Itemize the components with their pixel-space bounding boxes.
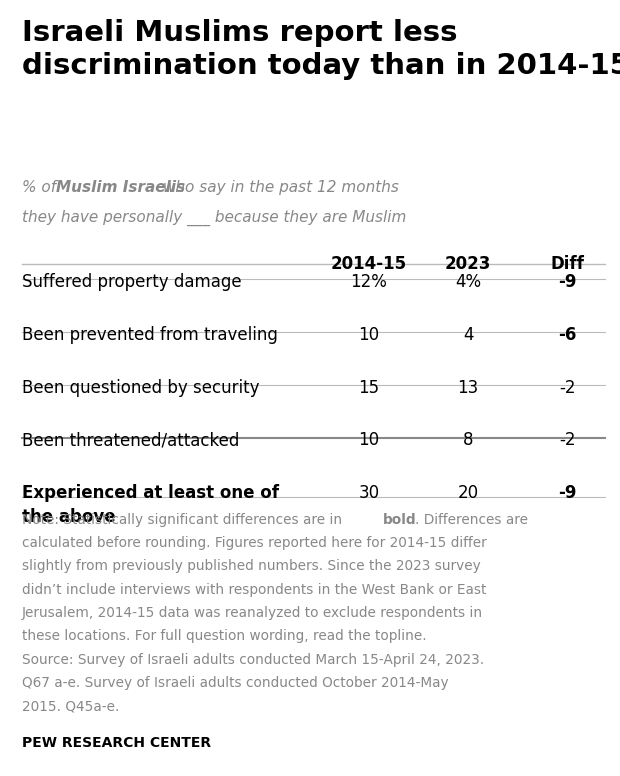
Text: Suffered property damage: Suffered property damage: [22, 273, 241, 291]
Text: 20: 20: [458, 484, 479, 502]
Text: 30: 30: [358, 484, 379, 502]
Text: 15: 15: [358, 379, 379, 397]
Text: Source: Survey of Israeli adults conducted March 15-April 24, 2023.: Source: Survey of Israeli adults conduct…: [22, 653, 484, 667]
Text: they have personally ___ because they are Muslim: they have personally ___ because they ar…: [22, 210, 406, 226]
Text: calculated before rounding. Figures reported here for 2014-15 differ: calculated before rounding. Figures repo…: [22, 536, 487, 550]
Text: -9: -9: [558, 484, 577, 502]
Text: 12%: 12%: [350, 273, 388, 291]
Text: Experienced at least one of: Experienced at least one of: [22, 484, 279, 502]
Text: bold: bold: [383, 513, 416, 527]
Text: % of: % of: [22, 180, 61, 195]
Text: the above: the above: [22, 508, 115, 525]
Text: Note: Statistically significant differences are in: Note: Statistically significant differen…: [22, 513, 346, 527]
Text: PEW RESEARCH CENTER: PEW RESEARCH CENTER: [22, 736, 211, 750]
Text: 8: 8: [463, 431, 473, 449]
Text: Diff: Diff: [551, 255, 584, 272]
Text: Israeli Muslims report less
discrimination today than in 2014-15: Israeli Muslims report less discriminati…: [22, 19, 620, 80]
Text: 4%: 4%: [455, 273, 481, 291]
Text: -6: -6: [558, 326, 577, 344]
Text: -9: -9: [558, 273, 577, 291]
Text: 10: 10: [358, 431, 379, 449]
Text: 2023: 2023: [445, 255, 491, 272]
Text: 13: 13: [458, 379, 479, 397]
Text: Q67 a-e. Survey of Israeli adults conducted October 2014-May: Q67 a-e. Survey of Israeli adults conduc…: [22, 676, 448, 690]
Text: Muslim Israelis: Muslim Israelis: [56, 180, 185, 195]
Text: who say in the past 12 months: who say in the past 12 months: [158, 180, 399, 195]
Text: Been questioned by security: Been questioned by security: [22, 379, 259, 397]
Text: Been threatened/attacked: Been threatened/attacked: [22, 431, 239, 449]
Text: Jerusalem, 2014-15 data was reanalyzed to exclude respondents in: Jerusalem, 2014-15 data was reanalyzed t…: [22, 606, 483, 620]
Text: 2015. Q45a-e.: 2015. Q45a-e.: [22, 699, 119, 713]
Text: didn’t include interviews with respondents in the West Bank or East: didn’t include interviews with responden…: [22, 583, 486, 597]
Text: 2014-15: 2014-15: [331, 255, 407, 272]
Text: 10: 10: [358, 326, 379, 344]
Text: Been prevented from traveling: Been prevented from traveling: [22, 326, 278, 344]
Text: slightly from previously published numbers. Since the 2023 survey: slightly from previously published numbe…: [22, 559, 480, 573]
Text: these locations. For full question wording, read the topline.: these locations. For full question wordi…: [22, 629, 427, 643]
Text: . Differences are: . Differences are: [415, 513, 528, 527]
Text: -2: -2: [559, 379, 575, 397]
Text: -2: -2: [559, 431, 575, 449]
Text: 4: 4: [463, 326, 473, 344]
